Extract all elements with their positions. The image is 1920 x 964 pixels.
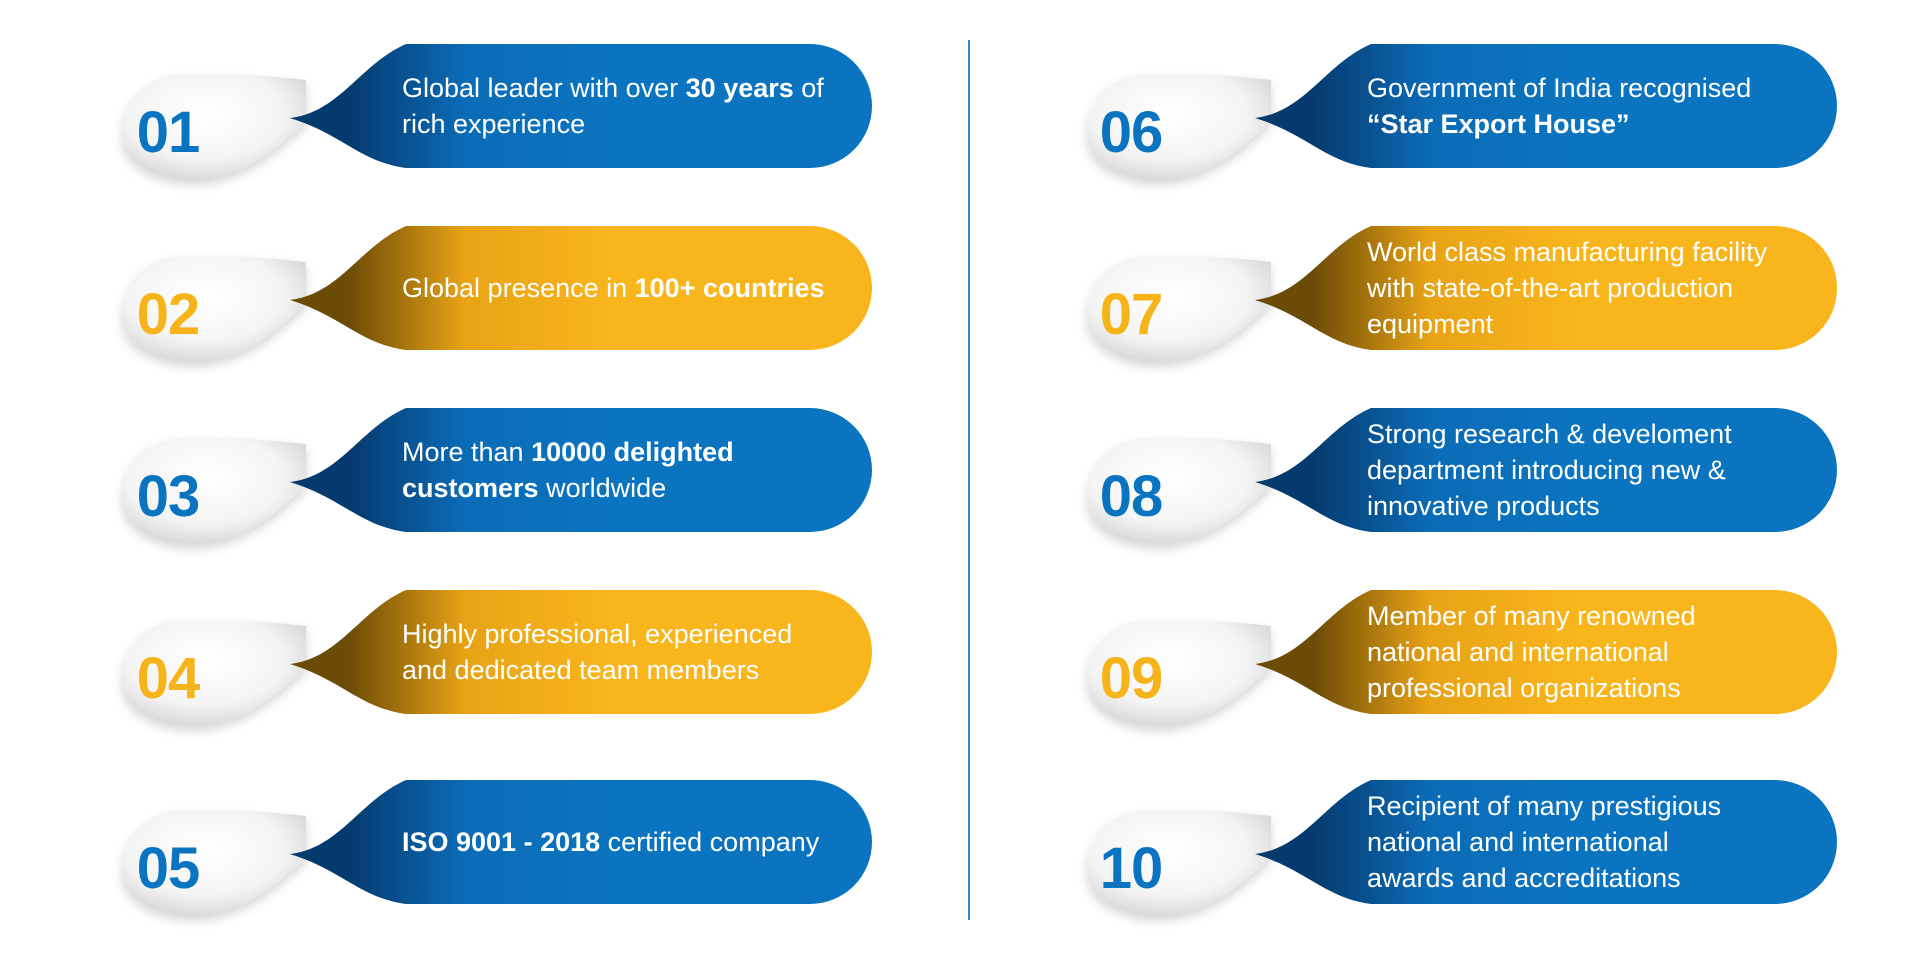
item-number: 10 — [1099, 836, 1164, 901]
body-text: More than — [402, 437, 532, 467]
ribbon-pill — [1255, 408, 1837, 532]
card-shape — [122, 590, 872, 726]
item-text: Global leader with over 30 years of rich … — [402, 44, 852, 168]
ribbon-pill — [290, 408, 872, 532]
ribbon-pill — [1255, 780, 1837, 904]
item-number: 07 — [1099, 282, 1164, 347]
card-shape — [1087, 44, 1837, 180]
card-shape — [1087, 780, 1837, 916]
body-text: rich experience — [402, 109, 586, 139]
feature-card-10: 10 Recipient of many prestigious national … — [1075, 764, 1845, 924]
body-text: and dedicated team members — [402, 655, 760, 685]
highlight-text: 30 years — [685, 73, 794, 103]
item-text: Global presence in 100+ countries — [402, 226, 852, 350]
body-text: professional organizations — [1367, 673, 1681, 703]
item-text: ISO 9001 - 2018 certified company — [402, 780, 852, 904]
body-text: of — [793, 73, 824, 103]
feature-card-01: 01 Global leader with over 30 years of ric… — [110, 28, 880, 188]
number-badge — [122, 256, 306, 362]
highlight-text: customers — [402, 473, 539, 503]
card-shape — [1087, 408, 1837, 544]
number-badge — [1087, 620, 1271, 726]
item-text: Member of many renowned national and inte… — [1367, 590, 1817, 714]
number-badge — [122, 438, 306, 544]
item-number: 04 — [136, 646, 201, 711]
number-badge — [122, 620, 306, 726]
body-text: national and international — [1367, 827, 1669, 857]
number-badge — [1087, 810, 1271, 916]
item-text: Highly professional, experienced and dedi… — [402, 590, 852, 714]
feature-card-06: 06 Government of India recognised “Star Ex… — [1075, 28, 1845, 188]
item-number: 03 — [136, 464, 201, 529]
card-shape — [1087, 226, 1837, 362]
body-text: awards and accreditations — [1367, 863, 1681, 893]
feature-card-02: 02 Global presence in 100+ countries — [110, 210, 880, 370]
card-shape — [122, 44, 872, 180]
feature-card-09: 09 Member of many renowned national and in… — [1075, 574, 1845, 734]
number-badge — [1087, 438, 1271, 544]
body-text: Global presence in — [402, 273, 635, 303]
feature-card-05: 05 ISO 9001 - 2018 certified company — [110, 764, 880, 924]
body-text: worldwide — [538, 473, 667, 503]
body-text: national and international — [1367, 637, 1669, 667]
item-text: Recipient of many prestigious national an… — [1367, 780, 1817, 904]
ribbon-pill — [1255, 44, 1837, 168]
item-text: Government of India recognised “Star Expo… — [1367, 44, 1817, 168]
body-text: Highly professional, experienced — [402, 619, 793, 649]
number-badge — [122, 74, 306, 180]
number-badge — [122, 810, 306, 916]
body-text: with state-of-the-art production — [1367, 273, 1734, 303]
body-text: Member of many renowned — [1367, 601, 1696, 631]
item-number: 01 — [136, 100, 201, 165]
item-number: 09 — [1099, 646, 1164, 711]
ribbon-pill — [1255, 590, 1837, 714]
body-text: Strong research & develoment — [1367, 419, 1732, 449]
item-number: 05 — [136, 836, 201, 901]
ribbon-pill — [290, 44, 872, 168]
highlight-text: “Star Export House” — [1367, 109, 1630, 139]
feature-card-07: 07 World class manufacturing facility with… — [1075, 210, 1845, 370]
highlight-text: ISO 9001 - 2018 — [402, 827, 601, 857]
item-text: Strong research & develoment department i… — [1367, 408, 1817, 532]
card-shape — [122, 408, 872, 544]
body-text: Recipient of many prestigious — [1367, 791, 1722, 821]
highlight-text: 10000 delighted — [531, 437, 734, 467]
feature-card-08: 08 Strong research & develoment department… — [1075, 392, 1845, 552]
column-divider — [968, 40, 970, 920]
body-text: equipment — [1367, 309, 1494, 339]
body-text: World class manufacturing facility — [1367, 237, 1768, 267]
item-text: World class manufacturing facility with s… — [1367, 226, 1817, 350]
card-shape — [122, 780, 872, 916]
body-text: Government of India recognised — [1367, 73, 1752, 103]
body-text: innovative products — [1367, 491, 1600, 521]
ribbon-pill — [290, 780, 872, 904]
ribbon-pill — [290, 226, 872, 350]
card-shape — [1087, 590, 1837, 726]
item-number: 08 — [1099, 464, 1164, 529]
ribbon-pill — [1255, 226, 1837, 350]
card-shape — [122, 226, 872, 362]
item-number: 02 — [136, 282, 201, 347]
highlight-text: 100+ countries — [634, 273, 825, 303]
body-text: certified company — [600, 827, 820, 857]
number-badge — [1087, 74, 1271, 180]
item-number: 06 — [1099, 100, 1164, 165]
number-badge — [1087, 256, 1271, 362]
feature-card-03: 03 More than 10000 delighted customers wor… — [110, 392, 880, 552]
feature-card-04: 04 Highly professional, experienced and de… — [110, 574, 880, 734]
body-text: Global leader with over — [402, 73, 686, 103]
item-text: More than 10000 delighted customers world… — [402, 408, 852, 532]
body-text: department introducing new & — [1367, 455, 1726, 485]
ribbon-pill — [290, 590, 872, 714]
